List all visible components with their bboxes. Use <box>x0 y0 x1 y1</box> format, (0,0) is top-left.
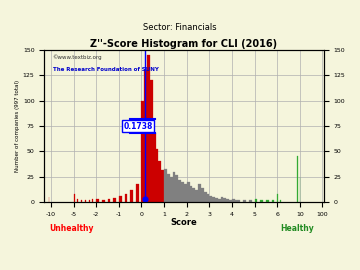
Bar <box>280 200 281 202</box>
Bar <box>226 199 229 202</box>
Bar <box>130 190 133 202</box>
Bar <box>150 80 153 202</box>
Text: The Research Foundation of SUNY: The Research Foundation of SUNY <box>53 67 158 72</box>
Bar <box>249 200 252 202</box>
Bar <box>187 182 190 202</box>
Bar <box>153 133 156 202</box>
Bar <box>158 161 161 202</box>
Bar <box>212 197 215 202</box>
Bar <box>144 70 147 202</box>
Bar <box>181 182 184 202</box>
X-axis label: Score: Score <box>171 218 197 227</box>
Bar <box>125 194 127 202</box>
Bar <box>297 156 298 202</box>
Bar <box>184 184 187 202</box>
Bar <box>198 184 201 202</box>
Bar <box>229 200 232 202</box>
Bar <box>136 184 139 202</box>
Bar <box>141 101 144 202</box>
Bar <box>204 192 207 202</box>
Bar <box>178 180 181 202</box>
Bar <box>85 200 86 202</box>
Bar <box>108 199 111 202</box>
Bar <box>195 190 198 202</box>
Text: Healthy: Healthy <box>280 224 314 233</box>
Bar <box>218 199 221 202</box>
Bar <box>175 175 178 202</box>
Title: Z''-Score Histogram for CLI (2016): Z''-Score Histogram for CLI (2016) <box>90 39 278 49</box>
Y-axis label: Number of companies (997 total): Number of companies (997 total) <box>15 80 20 172</box>
Text: Sector: Financials: Sector: Financials <box>143 23 217 32</box>
Bar <box>172 172 175 202</box>
Bar <box>89 200 90 202</box>
Text: Unhealthy: Unhealthy <box>49 224 94 233</box>
Bar <box>113 198 116 202</box>
Bar <box>81 200 82 202</box>
Bar <box>96 199 99 202</box>
Bar <box>161 170 164 202</box>
Bar <box>147 55 150 202</box>
Text: 0.1738: 0.1738 <box>123 122 153 130</box>
Bar <box>266 200 269 202</box>
Bar <box>260 200 263 202</box>
Bar <box>232 199 235 202</box>
Bar <box>170 177 172 202</box>
Bar <box>255 199 257 202</box>
Bar <box>201 188 204 202</box>
Bar <box>221 197 224 202</box>
Bar <box>235 200 238 202</box>
Bar <box>190 186 192 202</box>
Bar <box>209 196 212 202</box>
Bar <box>167 174 170 202</box>
Bar <box>271 200 274 202</box>
Bar <box>74 194 75 202</box>
Bar <box>224 198 226 202</box>
Text: ©www.textbiz.org: ©www.textbiz.org <box>53 55 102 60</box>
Bar <box>164 168 167 202</box>
Bar <box>77 199 78 202</box>
Bar <box>192 188 195 202</box>
Bar <box>277 194 278 202</box>
Bar <box>93 199 94 202</box>
Bar <box>102 200 105 202</box>
Bar <box>156 149 158 202</box>
Bar <box>119 196 122 202</box>
Bar <box>243 200 246 202</box>
Bar <box>215 198 218 202</box>
Bar <box>207 194 209 202</box>
Bar <box>238 200 240 202</box>
